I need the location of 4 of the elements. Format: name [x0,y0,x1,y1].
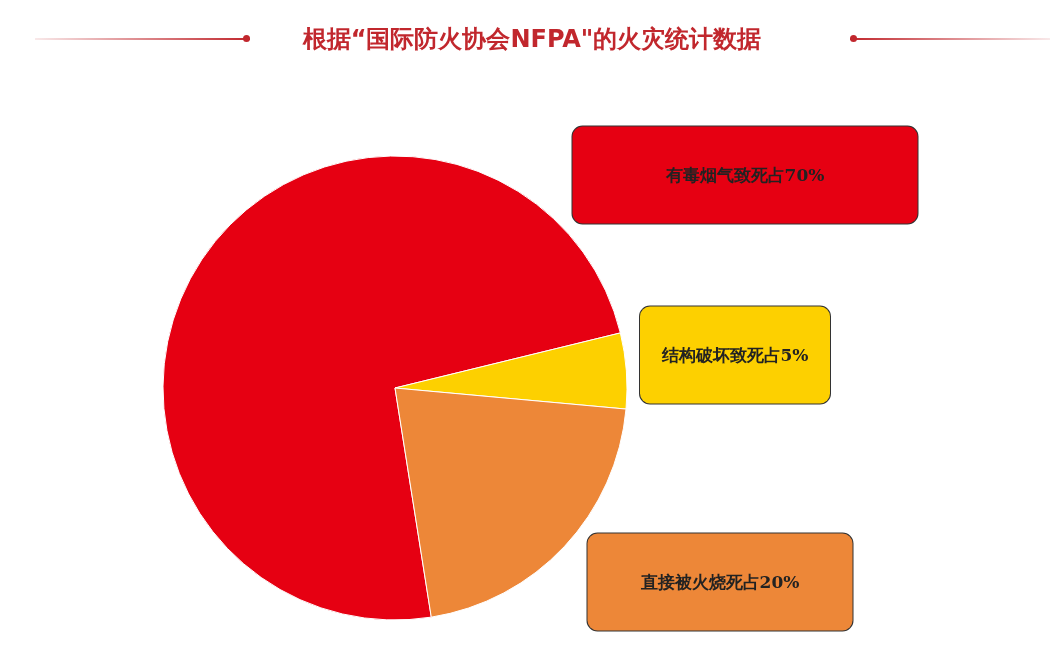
slice-label: 有毒烟气致死占70% [664,165,825,185]
slice-label: 直接被火烧死占20% [639,572,800,592]
slice-label: 结构破坏致死占5% [660,345,809,365]
chart-title: 根据“国际防火协会NFPA"的火灾统计数据 [301,25,762,53]
